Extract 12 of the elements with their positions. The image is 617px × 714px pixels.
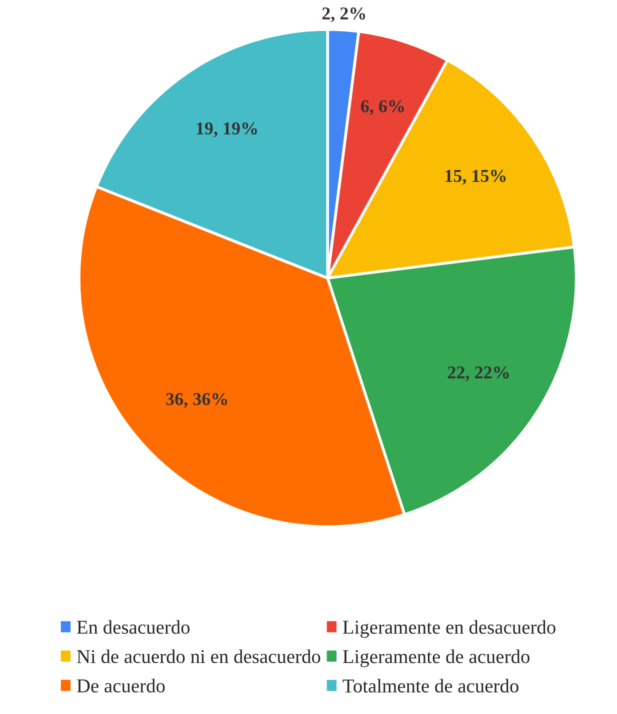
data-label: 15, 15% — [446, 170, 506, 185]
legend-label: En desacuerdo — [76, 620, 190, 634]
data-label: 22, 22% — [448, 366, 509, 382]
data-label: 36, 36% — [166, 392, 228, 408]
legend-label: Totalmente de acuerdo — [342, 678, 518, 693]
data-label: 6, 6% — [361, 100, 404, 115]
data-label: 19, 19% — [196, 122, 257, 138]
data-label: 2, 2% — [322, 7, 366, 22]
legend-label: Ligeramente en desacuerdo — [342, 620, 556, 638]
legend-label: De acuerdo — [76, 678, 165, 692]
legend-label: Ligeramente de acuerdo — [342, 650, 530, 668]
legend-label: Ni de acuerdo ni en desacuerdo — [76, 649, 320, 664]
